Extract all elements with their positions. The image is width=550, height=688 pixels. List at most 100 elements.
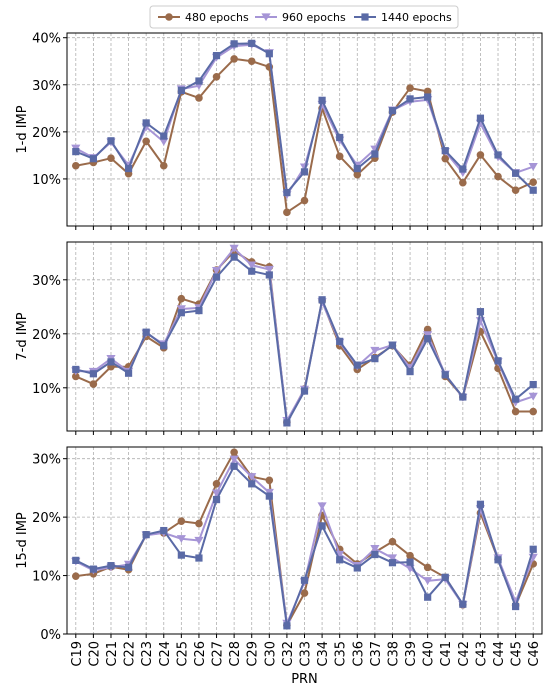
- data-point: [529, 186, 537, 194]
- data-point: [476, 151, 485, 159]
- data-point: [441, 371, 449, 379]
- data-point: [512, 169, 520, 177]
- data-point: [353, 164, 361, 173]
- y-axis-label: 1-d IMP: [15, 105, 30, 153]
- data-point: [283, 188, 291, 197]
- data-point: [265, 50, 273, 58]
- data-point: [195, 519, 203, 528]
- data-point: [177, 309, 185, 317]
- data-point: [494, 172, 502, 181]
- x-tick-label: C30: [263, 641, 278, 667]
- data-point: [476, 114, 485, 122]
- data-point: [265, 476, 274, 485]
- data-point: [283, 208, 291, 217]
- x-tick-label: C35: [334, 641, 349, 667]
- data-point: [406, 551, 414, 560]
- data-point: [177, 294, 186, 303]
- data-point: [318, 296, 326, 304]
- data-point: [528, 163, 538, 171]
- data-point: [160, 342, 168, 350]
- data-point: [300, 168, 309, 176]
- data-point: [300, 576, 309, 584]
- data-point: [406, 368, 414, 376]
- legend-entry: 960 epochs: [255, 11, 346, 24]
- data-point: [212, 51, 221, 60]
- data-point: [423, 87, 432, 96]
- y-tick-label: 30%: [32, 453, 61, 468]
- data-point: [194, 536, 204, 545]
- data-point: [142, 328, 150, 336]
- x-tick-label: C37: [369, 641, 384, 667]
- grid: [67, 33, 542, 226]
- data-point: [229, 455, 239, 464]
- x-tick-label: C32: [281, 641, 296, 667]
- x-tick-labels: C19 C20 C21 C22 C23 C24 C25 C26 C27 C28 C29 C30 C32 C…: [70, 641, 542, 667]
- data-point: [177, 86, 185, 95]
- data-point: [318, 96, 326, 104]
- data-point: [459, 393, 467, 401]
- data-point: [159, 138, 169, 146]
- data-point: [212, 495, 221, 504]
- data-point: [177, 551, 185, 559]
- data-point: [336, 556, 344, 564]
- y-tick-label: 30%: [32, 274, 61, 289]
- x-tick-label: C40: [422, 641, 437, 667]
- panels: 10% 20% 30% 40% 1-d IMP 10% 20% 30% 7-d IMP 0% 10%…: [15, 32, 543, 667]
- x-tick-label: C20: [87, 641, 102, 667]
- data-point: [441, 147, 449, 155]
- x-tick-label: C36: [351, 641, 366, 667]
- y-tick-label: 20%: [32, 126, 61, 141]
- data-point: [494, 357, 502, 365]
- data-point: [459, 600, 467, 608]
- data-point: [283, 622, 291, 630]
- x-tick-label: C43: [474, 641, 489, 667]
- data-point: [247, 473, 257, 481]
- data-point: [72, 365, 80, 374]
- data-point: [176, 535, 186, 543]
- legend-entry: 1440 epochs: [354, 11, 452, 24]
- data-point: [371, 355, 379, 363]
- data-point: [388, 537, 397, 546]
- grid: [67, 447, 542, 635]
- data-point: [318, 522, 326, 530]
- data-point: [441, 573, 449, 581]
- data-point: [424, 593, 432, 601]
- data-point: [371, 150, 379, 158]
- data-point: [529, 380, 537, 389]
- data-point: [529, 407, 538, 416]
- x-tick-label: C44: [492, 641, 507, 667]
- y-tick-label: 10%: [32, 382, 61, 397]
- data-point: [89, 565, 97, 573]
- data-point: [370, 346, 380, 355]
- panel-1: 10% 20% 30% 40% 1-d IMP: [15, 32, 543, 230]
- data-point: [247, 261, 257, 270]
- legend-label: 1440 epochs: [381, 11, 452, 24]
- data-point: [494, 151, 502, 159]
- data-point: [406, 558, 414, 566]
- data-point: [107, 562, 115, 570]
- data-point: [248, 39, 256, 47]
- panel-frame: [66, 241, 543, 432]
- legend-label: 960 epochs: [282, 11, 346, 24]
- data-point: [72, 556, 80, 564]
- data-point: [124, 164, 133, 173]
- y-tick-label: 10%: [32, 570, 61, 585]
- y-tick-label: 20%: [32, 328, 61, 343]
- data-point: [229, 244, 239, 253]
- data-point: [195, 554, 203, 562]
- data-point: [195, 306, 203, 315]
- legend: 480 epochs 960 epochs 1440 epochs: [149, 5, 459, 29]
- x-tick-label: C24: [158, 641, 173, 667]
- panel-3: 0% 10% 20% 30% 15-d IMP: [15, 446, 543, 643]
- data-point: [335, 550, 345, 559]
- data-point: [512, 602, 520, 611]
- data-point: [142, 531, 150, 539]
- legend-marker-swatch: [361, 13, 369, 21]
- series-960-epochs: [71, 455, 538, 628]
- data-point: [388, 107, 397, 115]
- data-point: [528, 392, 538, 401]
- x-tick-label: C22: [123, 641, 138, 667]
- y-axis-label: 7-d IMP: [15, 312, 30, 360]
- data-point: [230, 55, 238, 63]
- y-tick-label: 40%: [32, 32, 61, 47]
